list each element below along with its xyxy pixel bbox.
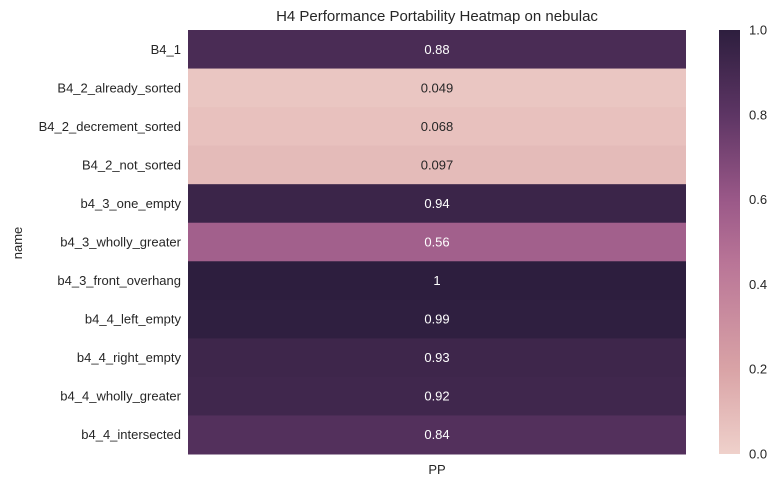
heatmap-cell <box>188 299 686 339</box>
row-tick-label: B4_2_already_sorted <box>57 80 181 95</box>
colorbar-tick-label: 0.2 <box>749 362 767 377</box>
colorbar-tick-label: 1.0 <box>749 23 767 38</box>
cell-value-label: 0.92 <box>424 389 449 404</box>
colorbar-tick-label: 0.6 <box>749 192 767 207</box>
row-tick-label: b4_4_wholly_greater <box>60 389 181 404</box>
column-tick-label: PP <box>428 462 445 477</box>
heatmap-cells: 0.88 0.049 0.068 0.097 0.94 0.56 1 0.99 0.93 0.92… <box>188 30 686 455</box>
colorbar <box>719 30 740 454</box>
heatmap-cell <box>188 184 686 224</box>
heatmap-cell <box>188 261 686 301</box>
cell-value-label: 1 <box>433 273 440 288</box>
colorbar-ticks: 0.0 0.2 0.4 0.6 0.8 1.0 <box>749 23 767 462</box>
cell-value-label: 0.93 <box>424 350 449 365</box>
chart-title: H4 Performance Portability Heatmap on ne… <box>276 8 598 25</box>
row-tick-label: b4_4_intersected <box>81 427 181 442</box>
row-tick-label: b4_3_one_empty <box>81 196 182 211</box>
cell-value-label: 0.99 <box>424 312 449 327</box>
cell-value-label: 0.56 <box>424 235 449 250</box>
row-tick-label: B4_2_decrement_sorted <box>39 119 181 134</box>
colorbar-tick-label: 0.8 <box>749 107 767 122</box>
heatmap-cell <box>188 376 686 416</box>
colorbar-tick-label: 0.0 <box>749 447 767 462</box>
heatmap-cell <box>188 107 686 147</box>
row-tick-label: B4_2_not_sorted <box>82 157 181 172</box>
heatmap-cell <box>188 68 686 108</box>
y-axis-label: name <box>10 227 25 260</box>
cell-value-label: 0.94 <box>424 196 449 211</box>
cell-value-label: 0.068 <box>421 119 454 134</box>
row-tick-label: b4_4_left_empty <box>85 312 182 327</box>
heatmap-cell <box>188 222 686 262</box>
heatmap-cell <box>188 30 686 70</box>
row-tick-label: b4_4_right_empty <box>77 350 182 365</box>
row-tick-label: b4_3_front_overhang <box>57 273 181 288</box>
heatmap-cell <box>188 145 686 185</box>
cell-value-label: 0.097 <box>421 157 454 172</box>
heatmap-cell <box>188 338 686 378</box>
column-labels: PP <box>428 462 445 477</box>
row-tick-label: B4_1 <box>151 42 181 57</box>
cell-value-label: 0.049 <box>421 80 454 95</box>
heatmap-cell <box>188 415 686 455</box>
cell-value-label: 0.88 <box>424 42 449 57</box>
row-labels: B4_1 B4_2_already_sorted B4_2_decrement_so… <box>39 42 182 442</box>
row-tick-label: b4_3_wholly_greater <box>60 235 181 250</box>
colorbar-tick-label: 0.4 <box>749 277 767 292</box>
cell-value-label: 0.84 <box>424 427 449 442</box>
